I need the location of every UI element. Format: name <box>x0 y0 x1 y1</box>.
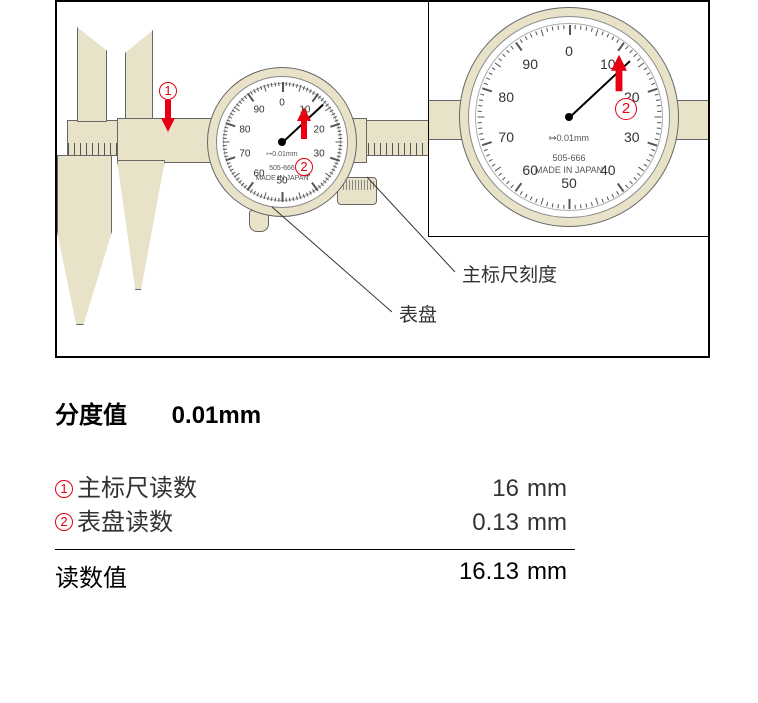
reading-value-1: 16 <box>197 472 527 506</box>
graduation-value: 0.01mm <box>172 402 261 430</box>
total-label: 读数值 <box>55 558 127 593</box>
dial-face-zoom: 0102030405060708090 ↦0.01mm 505-666 MADE… <box>468 16 670 218</box>
readings-block: 分度值 0.01mm 1 主标尺读数 16 mm 2 表盘读数 0.13 mm … <box>55 395 575 593</box>
zoom-inset: 0102030405060708090 ↦0.01mm 505-666 MADE… <box>428 2 708 237</box>
slider-upper-jaw <box>125 30 153 122</box>
dial-resolution-text-zoom: ↦0.01mm <box>469 133 669 144</box>
reading-value-2: 0.13 <box>173 506 527 540</box>
dial-origin-text-zoom: MADE IN JAPAN <box>469 165 669 175</box>
marker-1-inline: 1 <box>55 480 73 498</box>
dial-origin-text: MADE IN JAPAN <box>217 175 347 182</box>
dial-needle-hub <box>278 138 286 146</box>
callout-dial: 表盘 <box>399 300 437 327</box>
dial-needle-hub-zoom <box>565 113 573 121</box>
total-unit: mm <box>527 558 575 593</box>
marker-1: 1 <box>159 82 177 100</box>
diagram-frame: 0102030405060708090 ↦0.01mm 505-666 MADE… <box>55 0 710 358</box>
dial-model-text: 505-666 <box>217 165 347 172</box>
divider-line <box>55 549 575 550</box>
reading-label-2: 表盘读数 <box>77 506 173 540</box>
marker-2-zoom: 2 <box>615 98 637 120</box>
arrow-up-icon <box>297 107 311 139</box>
dial-model-text-zoom: 505-666 <box>469 153 669 163</box>
arrow-up-icon <box>611 54 627 92</box>
reading-unit-2: mm <box>527 506 575 540</box>
reading-unit-1: mm <box>527 472 575 506</box>
total-value: 16.13 <box>127 558 527 593</box>
dial-indicator-zoom: 0102030405060708090 ↦0.01mm 505-666 MADE… <box>459 7 679 227</box>
fixed-lower-jaw <box>57 155 112 325</box>
graduation-row: 分度值 0.01mm <box>55 395 575 430</box>
total-row: 读数值 16.13 mm <box>55 558 575 593</box>
marker-2-inline: 2 <box>55 513 73 531</box>
slider-lower-jaw <box>117 160 165 290</box>
fixed-upper-jaw <box>77 27 107 122</box>
callout-main-scale: 主标尺刻度 <box>462 260 557 287</box>
reading-label-1: 主标尺读数 <box>77 472 197 506</box>
dial-indicator: 0102030405060708090 ↦0.01mm 505-666 MADE… <box>207 67 357 217</box>
reading-row-1: 1 主标尺读数 16 mm <box>55 472 575 506</box>
dial-resolution-text: ↦0.01mm <box>217 150 347 158</box>
dial-face: 0102030405060708090 ↦0.01mm 505-666 MADE… <box>216 76 348 208</box>
marker-2: 2 <box>295 158 313 176</box>
arrow-down-icon <box>161 100 175 132</box>
graduation-label: 分度值 <box>55 395 127 430</box>
reading-row-2: 2 表盘读数 0.13 mm <box>55 506 575 540</box>
